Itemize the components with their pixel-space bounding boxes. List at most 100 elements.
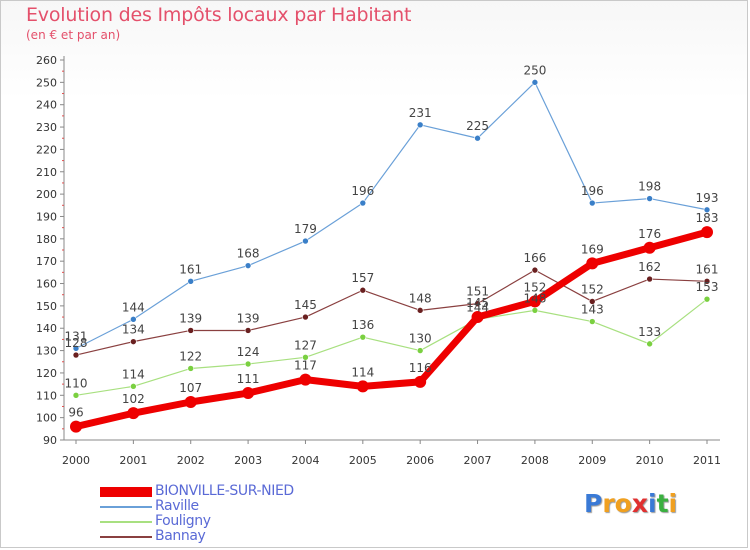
y-tick-label: 200 — [36, 188, 57, 201]
logo-letter: t — [656, 489, 669, 518]
data-label: 183 — [696, 211, 719, 225]
data-label: 250 — [523, 63, 546, 77]
data-label: 124 — [237, 345, 260, 359]
y-tick-label: 170 — [36, 255, 57, 268]
data-label: 145 — [466, 296, 489, 310]
x-tick-label: 2005 — [349, 454, 377, 467]
data-label: 161 — [179, 262, 202, 276]
logo-letter: x — [631, 489, 648, 518]
data-point — [416, 307, 424, 314]
logo-letter: o — [614, 489, 632, 518]
data-label: 148 — [523, 291, 546, 305]
data-point — [356, 380, 369, 393]
series-line — [72, 228, 711, 431]
data-point — [302, 237, 309, 245]
data-point — [588, 298, 596, 305]
data-point — [244, 262, 252, 269]
data-label: 193 — [696, 191, 719, 205]
x-tick-label: 2003 — [234, 454, 262, 467]
data-point — [703, 206, 711, 214]
data-label: 225 — [466, 119, 489, 133]
data-point — [302, 313, 309, 321]
data-point — [471, 311, 484, 324]
y-tick-label: 220 — [36, 143, 57, 156]
data-label: 176 — [638, 227, 661, 241]
data-label: 139 — [179, 311, 202, 325]
x-tick-label: 2009 — [578, 454, 606, 467]
x-tick-label: 2007 — [464, 454, 492, 467]
data-point — [184, 396, 197, 408]
y-tick-label: 260 — [36, 54, 57, 67]
data-point — [646, 275, 653, 283]
data-point — [531, 266, 539, 274]
data-point — [474, 300, 481, 307]
data-point — [416, 347, 424, 354]
data-point — [72, 351, 80, 359]
data-label: 157 — [351, 271, 374, 285]
data-point — [703, 277, 711, 285]
data-label: 153 — [696, 280, 719, 294]
data-label: 161 — [696, 262, 719, 276]
data-label: 134 — [122, 323, 145, 337]
data-label: 127 — [294, 338, 317, 352]
data-point — [588, 199, 596, 207]
y-tick-label: 190 — [36, 210, 57, 223]
legend-swatch — [100, 487, 152, 497]
data-point — [70, 420, 82, 433]
data-point — [531, 79, 539, 86]
data-label: 148 — [409, 291, 432, 305]
data-label: 196 — [581, 184, 604, 198]
data-point — [414, 375, 427, 388]
data-label: 198 — [638, 180, 661, 194]
data-label: 96 — [68, 406, 83, 420]
legend-swatch — [100, 536, 152, 538]
x-tick-label: 2001 — [119, 454, 147, 467]
data-point — [643, 241, 656, 254]
data-label: 145 — [294, 298, 317, 312]
data-label: 128 — [65, 336, 88, 350]
series-line — [75, 269, 708, 356]
logo-letter: r — [602, 489, 615, 518]
data-point — [703, 295, 711, 303]
logo-letter: P — [584, 489, 603, 518]
data-label: 130 — [409, 332, 432, 346]
y-tick-label: 240 — [36, 99, 57, 112]
y-tick-label: 90 — [43, 434, 57, 447]
data-point — [302, 353, 309, 361]
data-point — [187, 365, 195, 372]
data-point — [187, 277, 195, 285]
data-label: 196 — [351, 184, 374, 198]
data-label: 152 — [523, 280, 546, 294]
x-tick-label: 2006 — [406, 454, 434, 467]
y-tick-label: 210 — [36, 166, 57, 179]
data-point — [359, 333, 367, 341]
chart-title: Evolution des Impôts locaux par Habitant — [26, 4, 412, 26]
data-label: 136 — [351, 318, 374, 332]
y-tick-label: 250 — [36, 76, 57, 89]
data-label: 144 — [466, 300, 489, 314]
data-point — [299, 373, 312, 386]
legend-label: Bannay — [155, 528, 206, 544]
y-tick-label: 230 — [36, 121, 57, 134]
data-label: 133 — [638, 325, 661, 339]
data-label: 102 — [122, 392, 145, 406]
y-tick-label: 100 — [36, 412, 57, 425]
data-point — [130, 383, 137, 390]
data-label: 116 — [409, 361, 432, 375]
data-label: 131 — [65, 329, 88, 343]
data-point — [646, 195, 653, 202]
y-tick-label: 150 — [36, 300, 57, 313]
data-label: 168 — [237, 247, 260, 261]
data-point — [242, 387, 255, 400]
y-tick-label: 110 — [36, 389, 57, 402]
data-point — [416, 121, 424, 129]
data-label: 162 — [638, 260, 661, 274]
data-point — [531, 307, 539, 314]
data-label: 231 — [409, 106, 432, 120]
y-tick-label: 180 — [36, 233, 57, 246]
x-tick-label: 2008 — [521, 454, 549, 467]
data-point — [359, 199, 367, 207]
data-label: 144 — [122, 300, 145, 314]
